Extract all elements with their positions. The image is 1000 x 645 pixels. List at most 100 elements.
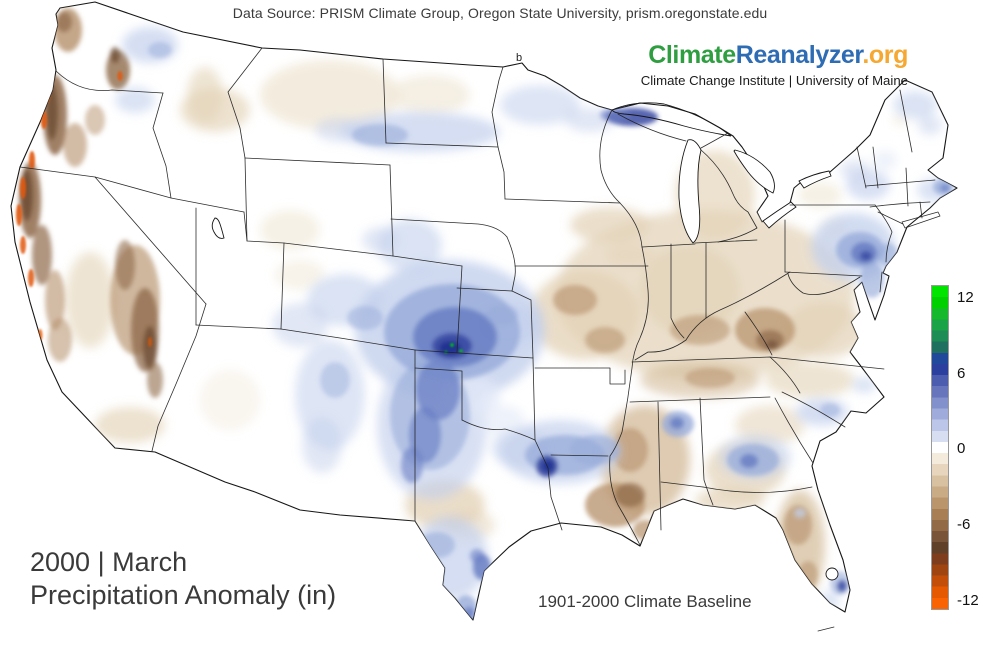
- site-logo[interactable]: ClimateReanalyzer.org: [641, 41, 908, 70]
- extreme-dry-cascades-dot: [117, 71, 123, 81]
- map-variable-label: Precipitation Anomaly (in): [30, 580, 337, 611]
- brown-delta: [633, 520, 657, 540]
- brown-louisiana-dark: [615, 483, 645, 507]
- wet-nm-core: [320, 362, 350, 398]
- lake-ontario: [798, 170, 832, 189]
- dry-field-florida-panhandle: [695, 488, 765, 512]
- extreme-dry-streak7: [28, 269, 34, 287]
- wet-east-washington-core: [148, 42, 172, 58]
- branding-block: ClimateReanalyzer.org Climate Change Ins…: [640, 41, 909, 88]
- max-fleck2: [459, 349, 463, 353]
- brown-kentucky: [670, 315, 730, 345]
- dry-patch-montana-east: [260, 60, 400, 130]
- extreme-dry-streak2: [41, 111, 47, 129]
- dry-field-virginia: [785, 302, 865, 358]
- brown-tennessee: [685, 368, 735, 388]
- brown-florida-south: [798, 561, 818, 589]
- colorbar-tick-neg12: -12: [957, 592, 979, 609]
- wet-florida-dot: [794, 508, 806, 518]
- wet-maine2: [918, 115, 942, 135]
- logo-part-reanalyzer: Reanalyzer: [735, 41, 863, 69]
- extreme-dry-streak6: [20, 236, 26, 254]
- wet-nc-coast: [852, 377, 876, 393]
- wet-texarkana-max: [542, 460, 554, 472]
- institute-subtitle: Climate Change Institute | University of…: [640, 72, 908, 88]
- brown-oregon-inland2: [85, 105, 105, 135]
- anomaly-colorbar: [931, 285, 949, 610]
- brown-sierra-dark: [143, 326, 157, 370]
- dry-field-inland-georgia: [735, 405, 805, 445]
- dry-patch-utah: [260, 210, 320, 250]
- logo-part-climate: Climate: [648, 41, 736, 69]
- dry-patch-utah2: [275, 260, 325, 290]
- wet-nj-max: [860, 251, 872, 261]
- wet-oklahoma-light2: [475, 405, 525, 435]
- data-source-caption: Data Source: PRISM Climate Group, Oregon…: [232, 5, 768, 21]
- dry-field-wisconsin-south: [570, 207, 650, 243]
- anomaly-raster-layer: [16, 8, 953, 620]
- wet-arkansas-east: [570, 435, 620, 465]
- dry-patch-arizona: [200, 370, 260, 430]
- wet-minnesota-north: [500, 85, 580, 125]
- brown-missouri1: [553, 285, 597, 315]
- map-period-label: 2000 | March: [30, 547, 188, 577]
- wet-ridge1: [416, 360, 460, 420]
- wet-south-texas-core: [419, 532, 455, 558]
- colorbar-tick-neg6: -6: [957, 516, 971, 533]
- wet-sc-coast-core: [820, 403, 840, 417]
- brown-oregon-inland: [63, 123, 87, 167]
- extreme-dry-sierra-dot: [148, 337, 152, 347]
- wet-okeechobee-spot: [837, 580, 847, 592]
- wet-sw-new-mexico: [302, 417, 342, 473]
- extreme-dry-streak1: [44, 87, 50, 103]
- max-fleck1: [450, 343, 454, 347]
- dry-patch-western-ny: [798, 182, 842, 208]
- brown-mississippi: [612, 428, 648, 472]
- dry-patch-central-valley: [65, 252, 115, 348]
- wet-east-kansas-core: [486, 305, 518, 325]
- wet-corpus2: [470, 549, 484, 563]
- dry-patch-socal: [95, 407, 165, 443]
- northwest-angle-mark: b: [516, 52, 523, 64]
- brown-wa-cascades-dark: [110, 47, 120, 63]
- wet-duluth: [600, 108, 630, 122]
- brown-sierra-south: [147, 362, 163, 398]
- wet-se-wyoming: [362, 227, 398, 253]
- florida-keys: [817, 626, 835, 632]
- dry-field-north-carolina: [765, 362, 855, 398]
- wet-four-corners: [272, 303, 328, 347]
- colorbar-tick-12: 12: [957, 289, 974, 306]
- wet-east-washington: [122, 27, 178, 63]
- state-boundaries: [19, 47, 941, 546]
- wet-vt-nh: [873, 150, 897, 170]
- lake-huron: [733, 149, 775, 194]
- dry-patch-north-dakota: [390, 75, 470, 115]
- lake-superior: [611, 102, 732, 137]
- extreme-dry-streak4: [20, 177, 26, 199]
- baseline-caption: 1901-2000 Climate Baseline: [538, 592, 752, 611]
- wet-alabama-core: [670, 417, 684, 429]
- lake-okeechobee: [825, 567, 839, 581]
- wet-adirondacks: [840, 160, 870, 180]
- extreme-dry-streak8: [24, 301, 30, 315]
- wet-boston-core: [940, 184, 950, 192]
- dry-field-missouri: [530, 270, 640, 360]
- brown-sierra-north: [115, 240, 135, 290]
- colorbar-tick-6: 6: [957, 365, 966, 382]
- extreme-dry-streak3: [29, 151, 35, 169]
- brown-missouri2: [585, 327, 625, 353]
- great-salt-lake: [211, 217, 225, 239]
- wet-west-colorado-core: [347, 306, 383, 330]
- extreme-dry-streak5: [16, 204, 22, 226]
- wet-high-plains-max: [439, 341, 461, 355]
- lake-michigan: [678, 139, 702, 244]
- colorbar-tick-0: 0: [957, 440, 966, 457]
- wet-rio-grande-tip-core: [463, 607, 475, 620]
- wet-north-maine: [893, 91, 937, 119]
- wet-ridge3: [401, 447, 423, 483]
- brown-ca-coast-mid2: [48, 318, 72, 362]
- brown-ca-coast-mid: [45, 270, 65, 330]
- wet-delmarva: [860, 262, 884, 298]
